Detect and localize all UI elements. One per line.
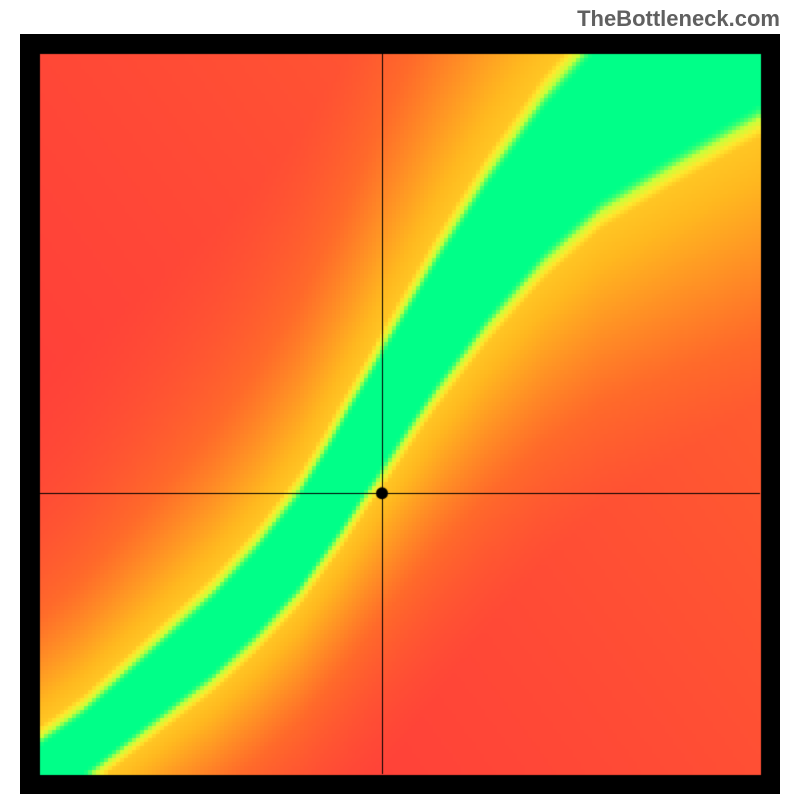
watermark-text: TheBottleneck.com: [577, 6, 780, 32]
bottleneck-heatmap: [20, 34, 780, 794]
chart-frame: [20, 34, 780, 794]
